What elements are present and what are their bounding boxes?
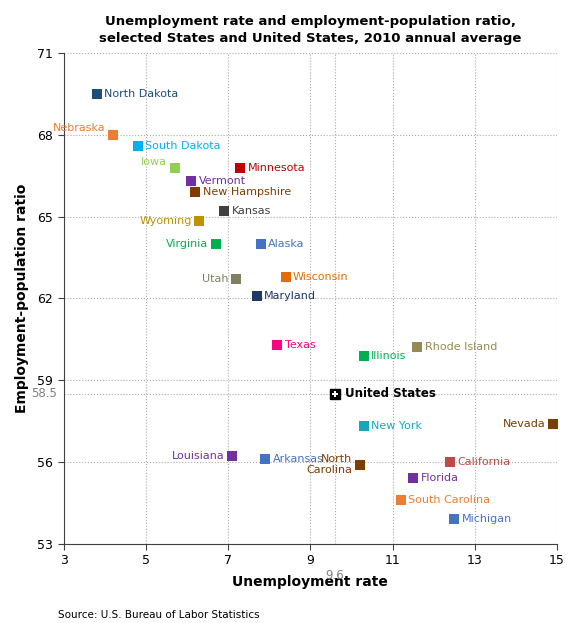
Title: Unemployment rate and employment-population ratio,
selected States and United St: Unemployment rate and employment-populat… [99, 15, 521, 45]
Text: Rhode Island: Rhode Island [425, 343, 497, 353]
Text: United States: United States [345, 388, 436, 400]
Text: South Carolina: South Carolina [408, 495, 490, 505]
Text: Illinois: Illinois [371, 351, 407, 361]
Text: California: California [458, 457, 510, 467]
Text: Nebraska: Nebraska [53, 123, 106, 133]
Text: Michigan: Michigan [462, 514, 512, 524]
Text: Iowa: Iowa [142, 157, 167, 167]
Y-axis label: Employment-population ratio: Employment-population ratio [15, 184, 29, 413]
Text: Minnesota: Minnesota [248, 163, 306, 173]
Text: North
Carolina: North Carolina [306, 454, 352, 475]
Text: Vermont: Vermont [198, 176, 245, 186]
Text: 9.6: 9.6 [325, 569, 345, 581]
Text: Alaska: Alaska [269, 239, 305, 249]
Text: Nevada: Nevada [503, 419, 546, 429]
Text: Wyoming: Wyoming [140, 216, 192, 226]
Text: Florida: Florida [420, 473, 459, 483]
Text: North Dakota: North Dakota [104, 89, 178, 99]
Text: Louisiana: Louisiana [172, 452, 225, 462]
X-axis label: Unemployment rate: Unemployment rate [233, 575, 388, 589]
Text: 58.5: 58.5 [31, 388, 57, 400]
Text: Virginia: Virginia [166, 239, 208, 249]
Text: Wisconsin: Wisconsin [293, 272, 349, 282]
Text: South Dakota: South Dakota [145, 141, 220, 151]
Text: Arkansas: Arkansas [273, 454, 324, 464]
Text: Maryland: Maryland [264, 290, 316, 301]
Text: Kansas: Kansas [231, 206, 271, 216]
Text: Utah: Utah [202, 274, 229, 284]
Text: Source: U.S. Bureau of Labor Statistics: Source: U.S. Bureau of Labor Statistics [58, 610, 260, 620]
Text: Texas: Texas [285, 340, 316, 350]
Text: New York: New York [371, 421, 422, 431]
Text: New Hampshire: New Hampshire [202, 187, 291, 197]
